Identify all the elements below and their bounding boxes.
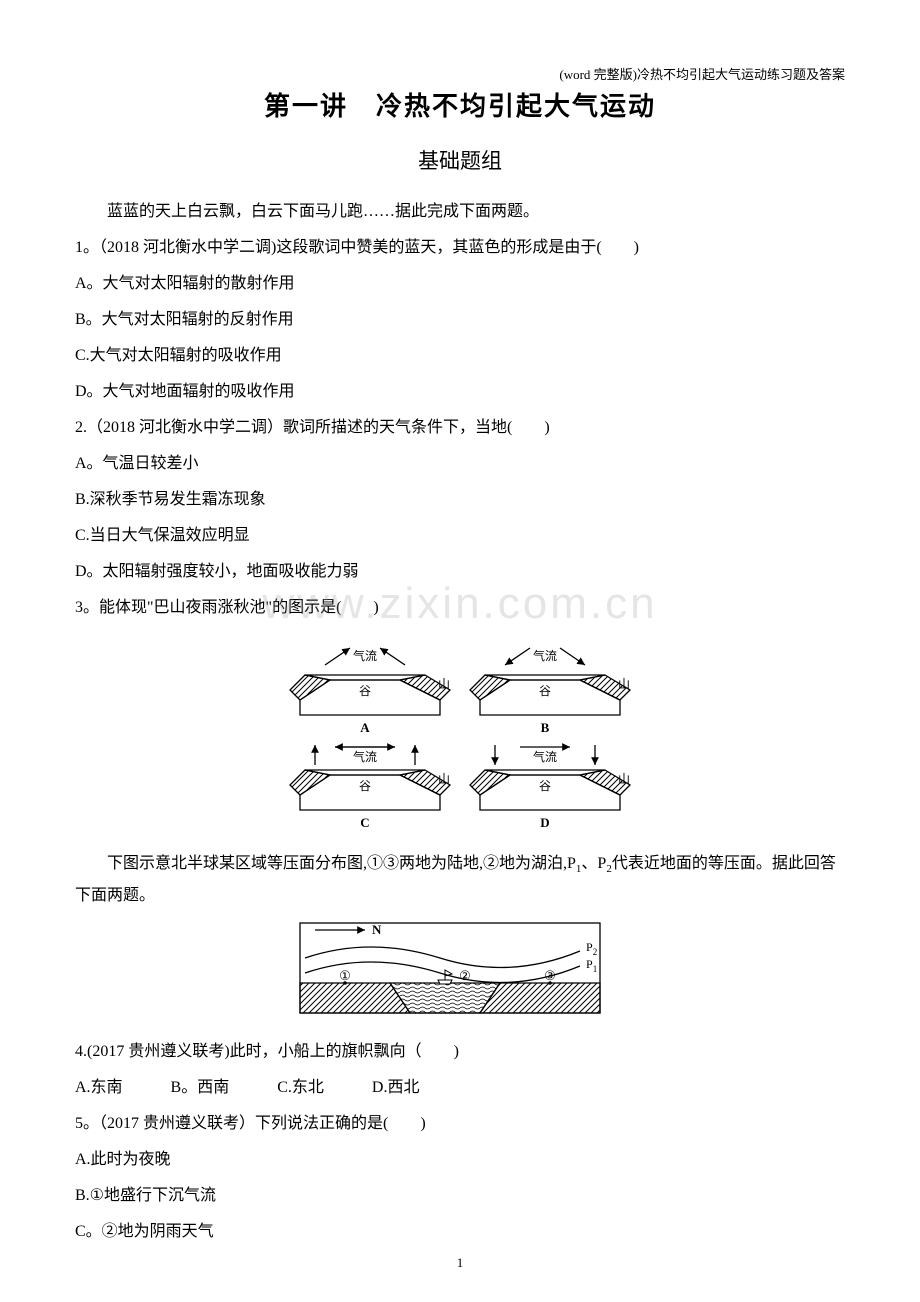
label-valley: 谷: [359, 684, 371, 698]
label-valley: 谷: [539, 684, 551, 698]
label-mountain: 山: [438, 772, 450, 786]
q2-option-b: B.深秋季节易发生霜冻现象: [75, 484, 845, 516]
question-2: 2.（2018 河北衡水中学二调）歌词所描述的天气条件下，当地( ): [75, 412, 845, 444]
intro2-mid: 、P: [581, 855, 606, 872]
label-airflow: 气流: [353, 648, 377, 663]
label-valley: 谷: [359, 779, 371, 793]
q5-option-c: C。②地为阴雨天气: [75, 1216, 845, 1248]
label-airflow: 气流: [533, 648, 557, 663]
q1-option-b: B。大气对太阳辐射的反射作用: [75, 304, 845, 336]
q5-option-a: A.此时为夜晚: [75, 1144, 845, 1176]
figure-2: N P2 P1 ① ② ③: [75, 918, 845, 1030]
page-number: 1: [457, 1250, 464, 1276]
question-1: 1。（2018 河北衡水中学二调)这段歌词中赞美的蓝天，其蓝色的形成是由于( ): [75, 232, 845, 264]
header-note: (word 完整版)冷热不均引起大气运动练习题及答案: [559, 62, 845, 88]
label-mountain: 山: [438, 677, 450, 691]
question-3: 3。能体现"巴山夜雨涨秋池"的图示是( ): [75, 592, 845, 624]
label-p2: P2: [586, 940, 597, 957]
label-mountain: 山: [618, 677, 630, 691]
label-c2: ②: [459, 968, 471, 983]
q1-option-d: D。大气对地面辐射的吸收作用: [75, 376, 845, 408]
label-airflow: 气流: [533, 749, 557, 764]
intro-2: 下图示意北半球某区域等压面分布图,①③两地为陆地,②地为湖泊,P1、P2代表近地…: [75, 848, 845, 912]
figure-1: www.zixin.com.cn 气流 山 谷 A: [75, 630, 845, 842]
q4-options: A.东南 B。西南 C.东北 D.西北: [75, 1072, 845, 1104]
q2-option-c: C.当日大气保温效应明显: [75, 520, 845, 552]
label-a: A: [360, 720, 370, 735]
label-n: N: [372, 922, 382, 937]
q2-option-d: D。太阳辐射强度较小，地面吸收能力弱: [75, 556, 845, 588]
q1-option-c: C.大气对太阳辐射的吸收作用: [75, 340, 845, 372]
label-d: D: [540, 815, 549, 830]
label-valley: 谷: [539, 779, 551, 793]
isobar-diagram-svg: N P2 P1 ① ② ③: [290, 918, 630, 1018]
intro-text: 蓝蓝的天上白云飘，白云下面马儿跑……据此完成下面两题。: [75, 196, 845, 228]
question-5: 5。（2017 贵州遵义联考）下列说法正确的是( ): [75, 1108, 845, 1140]
label-c1: ①: [339, 968, 351, 983]
q2-option-a: A。气温日较差小: [75, 448, 845, 480]
label-mountain: 山: [618, 772, 630, 786]
label-c: C: [360, 815, 369, 830]
page-subtitle: 基础题组: [75, 140, 845, 182]
label-airflow: 气流: [353, 749, 377, 764]
q1-option-a: A。大气对太阳辐射的散射作用: [75, 268, 845, 300]
label-p1: P1: [586, 957, 597, 974]
label-c3: ③: [544, 968, 556, 983]
q5-option-b: B.①地盛行下沉气流: [75, 1180, 845, 1212]
label-b: B: [541, 720, 550, 735]
question-4: 4.(2017 贵州遵义联考)此时，小船上的旗帜飘向（ ): [75, 1036, 845, 1068]
valley-diagram-svg: 气流 山 谷 A 气流 山 谷 B 气流: [270, 630, 650, 830]
intro2-pre: 下图示意北半球某区域等压面分布图,①③两地为陆地,②地为湖泊,P: [75, 855, 576, 872]
